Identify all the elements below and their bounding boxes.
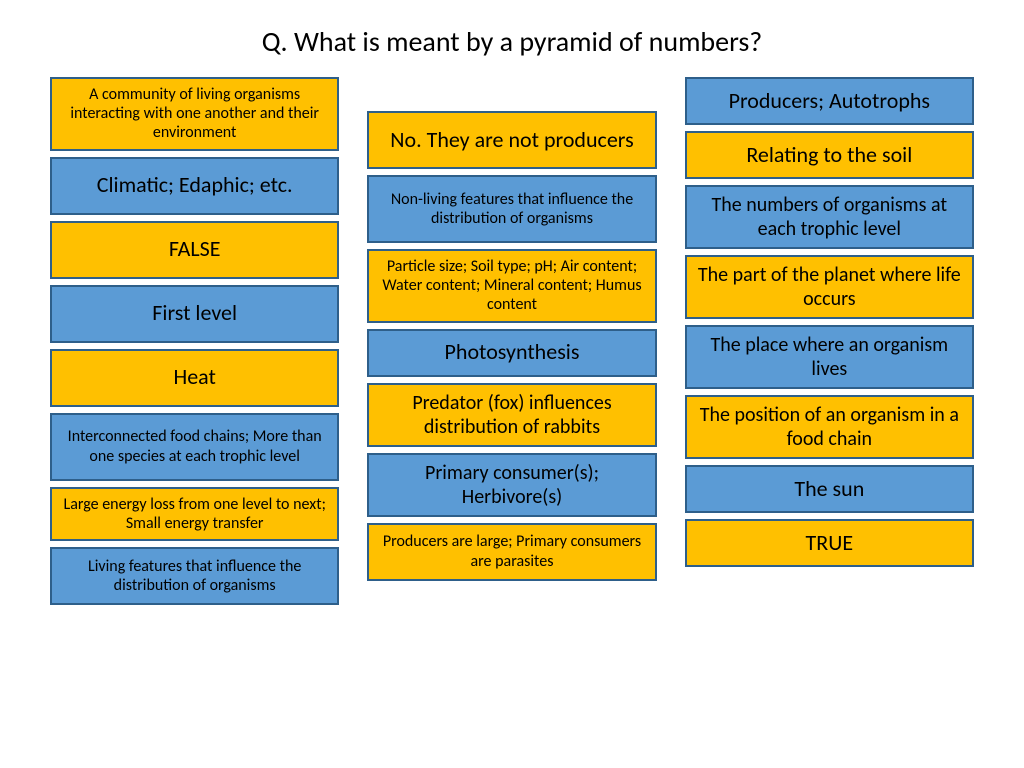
answer-card[interactable]: Relating to the soil [685,131,974,179]
answer-card-label: Relating to the soil [746,142,912,168]
answer-card-label: A community of living organisms interact… [62,85,327,143]
answer-card-label: Producers; Autotrophs [729,88,930,114]
answer-card-label: The part of the planet where life occurs [697,263,962,311]
answer-card-label: Living features that influence the distr… [62,557,327,595]
answer-card[interactable]: No. They are not producers [367,111,656,169]
answer-card-label: No. They are not producers [390,127,633,153]
column-middle: No. They are not producers Non-living fea… [367,111,656,605]
answer-card[interactable]: Interconnected food chains; More than on… [50,413,339,481]
answer-card-label: Photosynthesis [445,339,580,365]
answer-card-label: Particle size; Soil type; pH; Air conten… [379,257,644,315]
answer-card[interactable]: Producers; Autotrophs [685,77,974,125]
answer-card[interactable]: Heat [50,349,339,407]
answer-card-label: FALSE [169,236,221,262]
columns-container: A community of living organisms interact… [0,77,1024,605]
answer-card[interactable]: FALSE [50,221,339,279]
answer-card[interactable]: Predator (fox) influences distribution o… [367,383,656,447]
answer-card[interactable]: Climatic; Edaphic; etc. [50,157,339,215]
answer-card-label: Heat [173,364,215,390]
answer-card-label: Producers are large; Primary consumers a… [379,532,644,570]
answer-card-label: The place where an organism lives [697,333,962,381]
answer-card[interactable]: The numbers of organisms at each trophic… [685,185,974,249]
answer-card-label: Interconnected food chains; More than on… [62,427,327,465]
answer-card[interactable]: Producers are large; Primary consumers a… [367,523,656,581]
column-left: A community of living organisms interact… [50,77,339,605]
answer-card[interactable]: A community of living organisms interact… [50,77,339,151]
answer-card-label: TRUE [806,530,854,556]
answer-card[interactable]: The sun [685,465,974,513]
page-title: Q. What is meant by a pyramid of numbers… [0,0,1024,77]
answer-card[interactable]: TRUE [685,519,974,567]
column-right: Producers; Autotrophs Relating to the soi… [685,77,974,605]
answer-card[interactable]: The position of an organism in a food ch… [685,395,974,459]
answer-card-label: The sun [794,476,864,502]
answer-card-label: Large energy loss from one level to next… [62,495,327,533]
answer-card[interactable]: The part of the planet where life occurs [685,255,974,319]
answer-card[interactable]: Non-living features that influence the d… [367,175,656,243]
answer-card[interactable]: Living features that influence the distr… [50,547,339,605]
answer-card-label: Climatic; Edaphic; etc. [97,172,293,198]
answer-card[interactable]: Primary consumer(s); Herbivore(s) [367,453,656,517]
answer-card[interactable]: Large energy loss from one level to next… [50,487,339,541]
answer-card-label: First level [152,300,237,326]
answer-card-label: Primary consumer(s); Herbivore(s) [379,461,644,509]
answer-card-label: Predator (fox) influences distribution o… [379,391,644,439]
answer-card-label: Non-living features that influence the d… [379,190,644,228]
answer-card[interactable]: Particle size; Soil type; pH; Air conten… [367,249,656,323]
answer-card-label: The numbers of organisms at each trophic… [697,193,962,241]
answer-card[interactable]: Photosynthesis [367,329,656,377]
answer-card[interactable]: First level [50,285,339,343]
answer-card-label: The position of an organism in a food ch… [697,403,962,451]
answer-card[interactable]: The place where an organism lives [685,325,974,389]
